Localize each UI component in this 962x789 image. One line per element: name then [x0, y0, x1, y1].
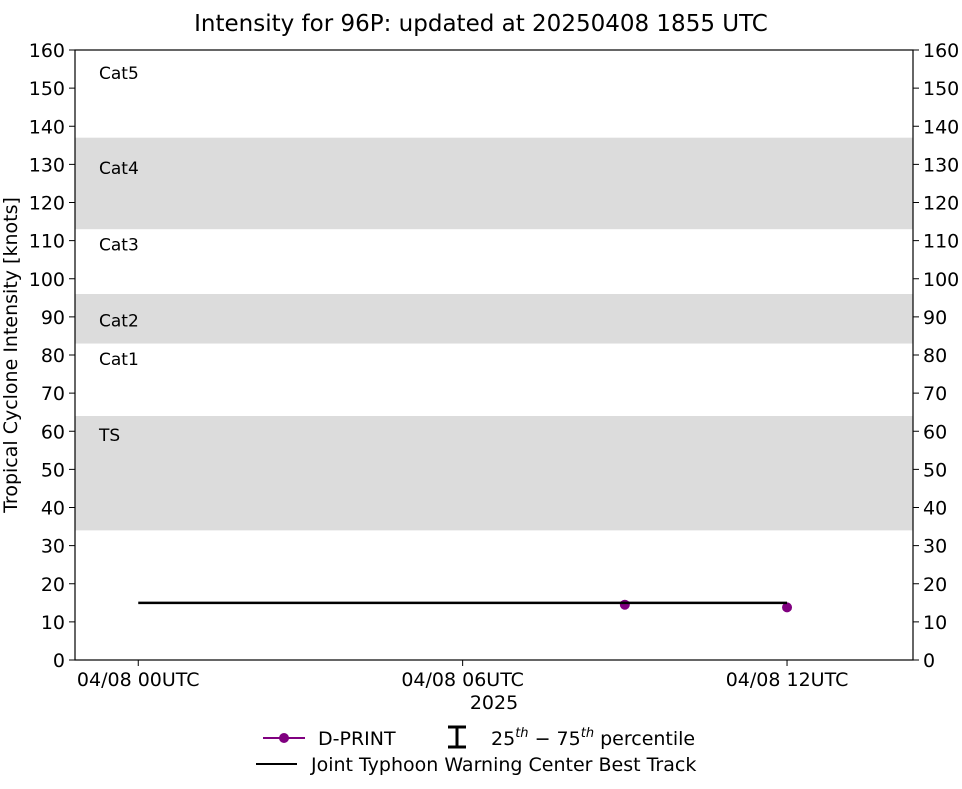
y-tick-label-left: 30: [41, 536, 65, 558]
y-axis-label: Tropical Cyclone Intensity [knots]: [0, 197, 22, 514]
y-tick-label-right: 20: [923, 574, 947, 596]
y-tick-label-right: 100: [923, 269, 959, 291]
y-tick-label-right: 120: [923, 193, 959, 215]
y-tick-label-right: 150: [923, 78, 959, 100]
dprint-point: [619, 599, 630, 610]
y-tick-label-right: 0: [923, 650, 935, 672]
y-tick-label-left: 20: [41, 574, 65, 596]
y-tick-label-right: 140: [923, 116, 959, 138]
y-tick-label-left: 140: [29, 116, 65, 138]
x-tick-label: 04/08 06UTC: [401, 669, 524, 691]
chart-title: Intensity for 96P: updated at 20250408 1…: [194, 11, 768, 37]
legend-percentile-post: percentile: [594, 728, 695, 750]
x-tick-label: 04/08 12UTC: [726, 669, 849, 691]
band-label-cat2: Cat2: [99, 312, 139, 332]
y-tick-label-right: 130: [923, 154, 959, 176]
y-tick-label-left: 160: [29, 40, 65, 62]
legend-dprint-marker: [279, 733, 289, 743]
y-tick-label-right: 50: [923, 459, 947, 481]
y-tick-label-left: 40: [41, 498, 65, 520]
y-tick-label-left: 60: [41, 421, 65, 443]
legend-percentile-sup2: th: [581, 726, 594, 741]
x-axis: 04/08 00UTC 04/08 06UTC 04/08 12UTC: [77, 660, 848, 691]
y-tick-label-right: 40: [923, 498, 947, 520]
band-label-cat5: Cat5: [99, 64, 139, 84]
legend-percentile-icon: [448, 725, 466, 749]
band-ts: [75, 416, 913, 531]
y-tick-label-left: 120: [29, 193, 65, 215]
y-tick-label-right: 60: [923, 421, 947, 443]
y-tick-label-right: 70: [923, 383, 947, 405]
y-tick-label-left: 0: [53, 650, 65, 672]
legend-percentile-pre: 25: [491, 728, 515, 750]
legend-percentile-mid: − 75: [529, 728, 581, 750]
y-tick-label-right: 90: [923, 307, 947, 329]
y-tick-label-left: 70: [41, 383, 65, 405]
dprint-point: [782, 602, 793, 613]
y-tick-label-left: 90: [41, 307, 65, 329]
band-label-ts: TS: [98, 426, 120, 446]
band-label-cat4: Cat4: [99, 159, 139, 179]
y-tick-label-right: 80: [923, 345, 947, 367]
y-tick-label-left: 110: [29, 231, 65, 253]
y-tick-label-right: 110: [923, 231, 959, 253]
band-cat2: [75, 294, 913, 344]
y-tick-label-right: 30: [923, 536, 947, 558]
band-label-cat3: Cat3: [99, 235, 139, 255]
legend-percentile-sup1: th: [515, 726, 528, 741]
y-tick-label-left: 80: [41, 345, 65, 367]
x-axis-label: 2025: [470, 692, 518, 714]
legend: D-PRINT 25th − 75th percentile Joint Typ…: [256, 725, 696, 776]
legend-jtwc-label: Joint Typhoon Warning Center Best Track: [310, 754, 696, 776]
y-axis-left: 0 10 20 30 40 50 60 70 80 90 100 110 120 130 140 150 160: [29, 40, 75, 672]
y-tick-label-left: 100: [29, 269, 65, 291]
y-tick-label-right: 10: [923, 612, 947, 634]
x-tick-label: 04/08 00UTC: [77, 669, 200, 691]
band-label-cat1: Cat1: [99, 350, 139, 370]
y-tick-label-left: 150: [29, 78, 65, 100]
legend-dprint-label: D-PRINT: [318, 728, 396, 750]
series-layer: [138, 599, 793, 613]
legend-percentile-label: 25th − 75th percentile: [491, 726, 695, 750]
y-tick-label-right: 160: [923, 40, 959, 62]
y-tick-label-left: 130: [29, 154, 65, 176]
y-tick-label-left: 10: [41, 612, 65, 634]
category-bands: TS Cat1 Cat2 Cat3 Cat4 Cat5: [75, 64, 913, 531]
y-tick-label-left: 50: [41, 459, 65, 481]
y-axis-right: 0 10 20 30 40 50 60 70 80 90 100 110 120 130 140 150 160: [913, 40, 959, 672]
band-cat4: [75, 137, 913, 230]
